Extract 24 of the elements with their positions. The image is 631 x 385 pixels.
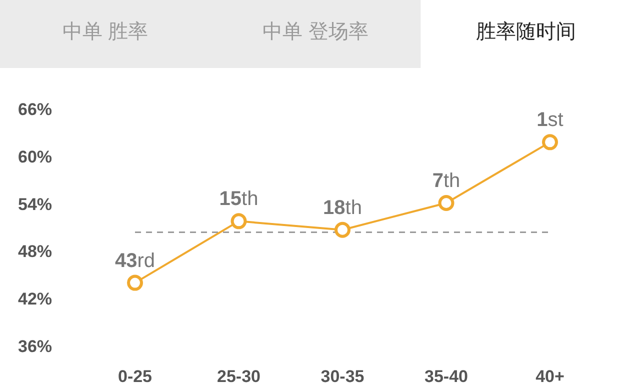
text: 中单 胜率 (62, 21, 148, 43)
annotation: 15th (219, 188, 258, 210)
annotation: 7th (432, 170, 460, 192)
point (230, 213, 247, 230)
text: 中单 登场率 (262, 21, 368, 43)
point (127, 274, 143, 291)
x-tick-label: 40+ (536, 366, 564, 385)
point (334, 222, 350, 238)
x-tick-label: 35-40 (424, 366, 468, 385)
y-tick-label: 42% (18, 290, 52, 309)
y-tick-label: 54% (18, 194, 52, 214)
x-tick-label: 25-30 (217, 366, 260, 385)
annotation: 18th (323, 196, 362, 219)
x-tick-label: 30-35 (320, 366, 364, 385)
y-tick-label: 36% (18, 336, 52, 356)
annotation: 1st (536, 109, 564, 132)
chart-title: 胜率随时间 (476, 21, 576, 43)
annotation: 43rd (114, 250, 156, 272)
y-tick-label: 48% (18, 242, 52, 262)
x-tick-label: 0-25 (118, 366, 152, 385)
point (438, 195, 454, 212)
point (542, 134, 558, 150)
y-tick-label: 60% (18, 147, 52, 166)
y-tick-label: 66% (18, 100, 52, 119)
